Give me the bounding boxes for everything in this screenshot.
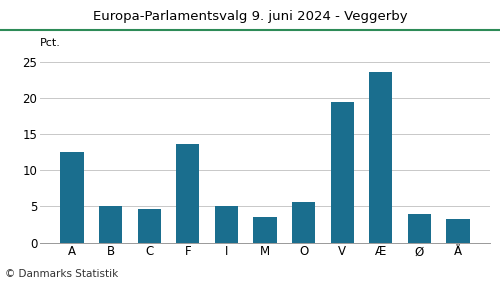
Bar xyxy=(408,214,431,243)
Bar xyxy=(330,102,354,243)
Bar xyxy=(176,144,200,243)
Text: Pct.: Pct. xyxy=(40,38,61,48)
Text: Europa-Parlamentsvalg 9. juni 2024 - Veggerby: Europa-Parlamentsvalg 9. juni 2024 - Veg… xyxy=(92,10,407,23)
Bar xyxy=(369,72,392,243)
Bar xyxy=(446,219,469,243)
Bar xyxy=(60,152,84,243)
Bar xyxy=(99,206,122,243)
Bar xyxy=(254,217,276,243)
Bar xyxy=(215,206,238,243)
Bar xyxy=(138,209,161,243)
Bar xyxy=(292,202,315,243)
Text: © Danmarks Statistik: © Danmarks Statistik xyxy=(5,269,118,279)
